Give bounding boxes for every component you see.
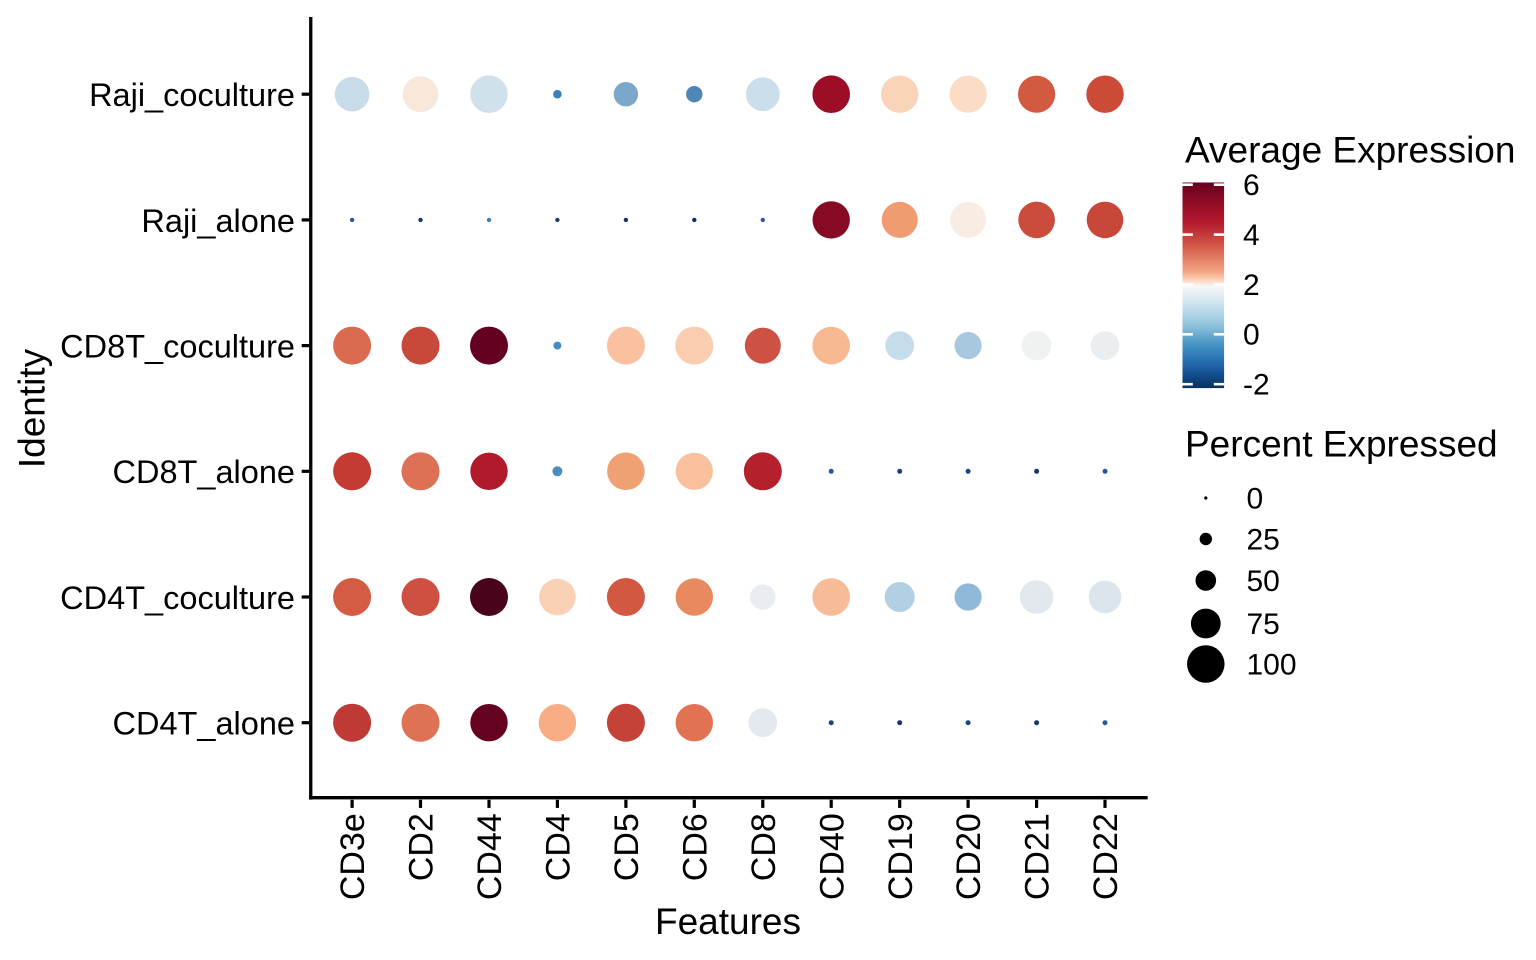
- svg-text:100: 100: [1247, 648, 1297, 681]
- svg-text:Features: Features: [655, 901, 801, 942]
- svg-text:CD44: CD44: [471, 813, 509, 900]
- svg-text:CD4: CD4: [540, 813, 578, 881]
- svg-text:CD8: CD8: [745, 813, 783, 881]
- svg-text:CD5: CD5: [608, 813, 646, 881]
- svg-text:Average Expression: Average Expression: [1185, 129, 1515, 170]
- svg-text:CD21: CD21: [1019, 813, 1057, 900]
- svg-text:75: 75: [1247, 608, 1280, 641]
- svg-text:6: 6: [1243, 169, 1260, 202]
- svg-text:25: 25: [1247, 523, 1280, 556]
- svg-text:CD8T_coculture: CD8T_coculture: [60, 329, 295, 365]
- svg-text:CD19: CD19: [882, 813, 920, 900]
- svg-text:CD6: CD6: [676, 813, 714, 881]
- svg-text:4: 4: [1243, 219, 1260, 252]
- svg-text:2: 2: [1243, 269, 1260, 302]
- svg-text:50: 50: [1247, 565, 1280, 598]
- svg-text:CD8T_alone: CD8T_alone: [113, 454, 295, 490]
- svg-text:Identity: Identity: [12, 348, 53, 468]
- svg-text:Raji_alone: Raji_alone: [141, 203, 295, 239]
- svg-text:CD22: CD22: [1087, 813, 1125, 900]
- svg-text:Percent Expressed: Percent Expressed: [1185, 424, 1498, 465]
- svg-text:CD4T_coculture: CD4T_coculture: [60, 580, 295, 616]
- svg-text:CD40: CD40: [813, 813, 851, 900]
- svg-text:0: 0: [1243, 319, 1260, 352]
- svg-text:CD2: CD2: [403, 813, 441, 881]
- svg-text:CD3e: CD3e: [334, 813, 372, 900]
- svg-text:Raji_coculture: Raji_coculture: [89, 77, 295, 113]
- svg-text:CD4T_alone: CD4T_alone: [113, 706, 295, 742]
- svg-text:-2: -2: [1243, 369, 1270, 402]
- svg-text:0: 0: [1247, 482, 1264, 515]
- svg-text:CD20: CD20: [950, 813, 988, 900]
